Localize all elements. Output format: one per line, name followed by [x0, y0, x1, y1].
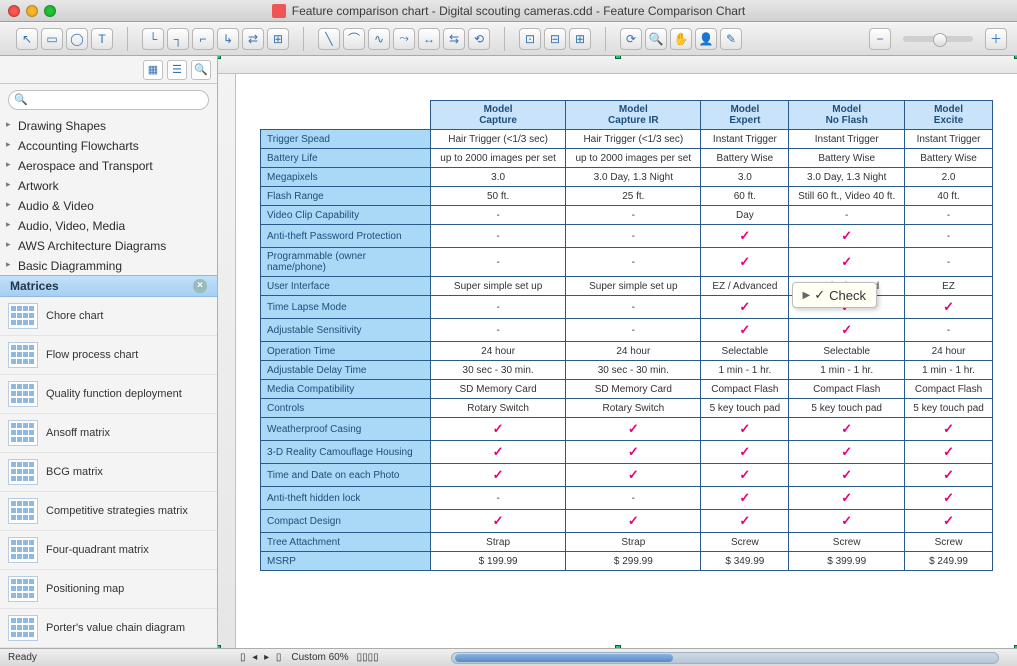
zoom-out-button[interactable]: − [869, 28, 891, 50]
matrix-thumb-icon [8, 420, 38, 446]
matrix-template-item[interactable]: Positioning map [0, 570, 217, 609]
refresh-tool[interactable]: ⟳ [620, 28, 642, 50]
line-tool-6[interactable]: ⇆ [443, 28, 465, 50]
line-tool-1[interactable]: ╲ [318, 28, 340, 50]
matrix-thumb-icon [8, 576, 38, 602]
group-tool-3[interactable]: ⊞ [569, 28, 591, 50]
close-section-icon[interactable]: × [193, 279, 207, 293]
matrix-template-item[interactable]: Competitive strategies matrix [0, 492, 217, 531]
main-toolbar: ↖ ▭ ◯ T └ ┐ ⌐ ↳ ⇄ ⊞ ╲ ⌒ ∿ ⤳ ↔ ⇆ ⟲ ⊡ ⊟ ⊞ … [0, 22, 1017, 56]
library-category[interactable]: AWS Architecture Diagrams [0, 236, 217, 256]
connector-tool-2[interactable]: ┐ [167, 28, 189, 50]
connector-tool-5[interactable]: ⇄ [242, 28, 264, 50]
page-thumbs[interactable]: ▯▯▯▯ [357, 652, 379, 663]
zoom-label[interactable]: Custom 60% [291, 652, 348, 663]
matrix-template-item[interactable]: Quality function deployment [0, 375, 217, 414]
matrix-item-label: Ansoff matrix [46, 427, 110, 439]
feature-comparison-table[interactable]: ModelCaptureModelCapture IRModelExpertMo… [260, 100, 993, 571]
status-ready: Ready [8, 652, 37, 663]
dropdown-icon: ▶ [803, 290, 811, 301]
ellipse-tool[interactable]: ◯ [66, 28, 88, 50]
matrix-thumb-icon [8, 537, 38, 563]
edit-tool[interactable]: ✎ [720, 28, 742, 50]
connector-tool-4[interactable]: ↳ [217, 28, 239, 50]
library-category[interactable]: Audio & Video [0, 196, 217, 216]
connector-tool-3[interactable]: ⌐ [192, 28, 214, 50]
sidebar: ▦ ☰ 🔍 🔍 Drawing ShapesAccounting Flowcha… [0, 56, 218, 648]
group-tool-2[interactable]: ⊟ [544, 28, 566, 50]
matrix-item-label: BCG matrix [46, 466, 103, 478]
window-title: Feature comparison chart - Digital scout… [0, 4, 1017, 18]
search-icon: 🔍 [14, 93, 28, 106]
zoom-in-button[interactable]: ＋ [985, 28, 1007, 50]
library-category[interactable]: Basic Diagramming [0, 256, 217, 275]
table-cell[interactable]: ✓ [701, 225, 789, 248]
canvas-area: ModelCaptureModelCapture IRModelExpertMo… [218, 56, 1017, 648]
line-tool-2[interactable]: ⌒ [343, 28, 365, 50]
document-icon [272, 4, 286, 18]
connector-tool-6[interactable]: ⊞ [267, 28, 289, 50]
matrix-item-label: Competitive strategies matrix [46, 505, 188, 517]
horizontal-scrollbar[interactable] [451, 652, 999, 664]
matrix-thumb-icon [8, 381, 38, 407]
connector-tool-1[interactable]: └ [142, 28, 164, 50]
sidebar-grid-icon[interactable]: ▦ [143, 60, 163, 80]
line-tool-4[interactable]: ⤳ [393, 28, 415, 50]
matrix-item-label: Quality function deployment [46, 388, 182, 400]
title-text: Feature comparison chart - Digital scout… [292, 4, 746, 18]
library-category[interactable]: Audio, Video, Media [0, 216, 217, 236]
matrices-list: Chore chart Flow process chart Quality fun… [0, 297, 217, 648]
window-titlebar: Feature comparison chart - Digital scout… [0, 0, 1017, 22]
zoom-slider[interactable] [903, 36, 973, 42]
check-icon: ✓ [739, 228, 750, 243]
library-search-input[interactable] [8, 90, 209, 110]
library-category[interactable]: Drawing Shapes [0, 116, 217, 136]
check-glyph: ✓ [814, 287, 825, 303]
matrix-template-item[interactable]: Ansoff matrix [0, 414, 217, 453]
matrix-template-item[interactable]: Porter's value chain diagram [0, 609, 217, 648]
text-tool[interactable]: T [91, 28, 113, 50]
rect-tool[interactable]: ▭ [41, 28, 63, 50]
matrix-thumb-icon [8, 498, 38, 524]
line-tool-5[interactable]: ↔ [418, 28, 440, 50]
person-tool[interactable]: 👤 [695, 28, 717, 50]
matrix-template-item[interactable]: Chore chart [0, 297, 217, 336]
table-cell[interactable]: - [789, 206, 905, 225]
matrix-item-label: Chore chart [46, 310, 103, 322]
hand-tool[interactable]: ✋ [670, 28, 692, 50]
sidebar-search-icon[interactable]: 🔍 [191, 60, 211, 80]
matrix-thumb-icon [8, 615, 38, 641]
matrix-thumb-icon [8, 303, 38, 329]
status-bar: Ready ▯ ◂ ▸ ▯ Custom 60% ▯▯▯▯ [0, 648, 1017, 666]
matrices-section-header[interactable]: Matrices × [0, 275, 217, 297]
library-category[interactable]: Artwork [0, 176, 217, 196]
matrices-label: Matrices [10, 279, 59, 293]
matrix-item-label: Porter's value chain diagram [46, 622, 185, 634]
page-nav[interactable]: ▯ ◂ ▸ ▯ [240, 652, 283, 663]
matrix-template-item[interactable]: Flow process chart [0, 336, 217, 375]
pointer-tool[interactable]: ↖ [16, 28, 38, 50]
autocorrect-tooltip[interactable]: ▶ ✓ Check [792, 282, 877, 308]
line-tool-7[interactable]: ⟲ [468, 28, 490, 50]
matrix-template-item[interactable]: Four-quadrant matrix [0, 531, 217, 570]
group-tool-1[interactable]: ⊡ [519, 28, 541, 50]
library-category[interactable]: Accounting Flowcharts [0, 136, 217, 156]
matrix-item-label: Four-quadrant matrix [46, 544, 149, 556]
sidebar-list-icon[interactable]: ☰ [167, 60, 187, 80]
matrix-item-label: Flow process chart [46, 349, 138, 361]
library-category[interactable]: Aerospace and Transport [0, 156, 217, 176]
zoom-tool[interactable]: 🔍 [645, 28, 667, 50]
document-canvas[interactable]: ModelCaptureModelCapture IRModelExpertMo… [236, 74, 1017, 648]
matrix-thumb-icon [8, 342, 38, 368]
line-tool-3[interactable]: ∿ [368, 28, 390, 50]
matrix-item-label: Positioning map [46, 583, 124, 595]
matrix-thumb-icon [8, 459, 38, 485]
matrix-template-item[interactable]: BCG matrix [0, 453, 217, 492]
tooltip-label: Check [829, 288, 866, 303]
library-category-list: Drawing ShapesAccounting FlowchartsAeros… [0, 116, 217, 275]
sidebar-tools: ▦ ☰ 🔍 [0, 56, 217, 84]
